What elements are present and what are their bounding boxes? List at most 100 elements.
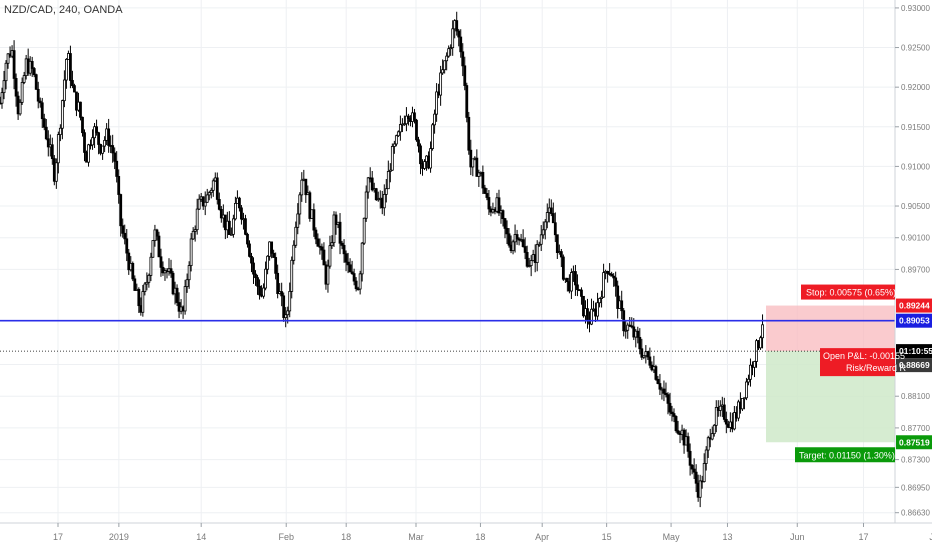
candle-body — [290, 259, 294, 292]
candle-body — [161, 266, 165, 274]
candle-body — [396, 131, 400, 137]
x-tick-label: 17 — [53, 532, 63, 542]
candle-body — [598, 298, 601, 304]
candle-body — [107, 128, 111, 146]
candle-body — [73, 85, 76, 93]
candle-body — [565, 277, 569, 283]
candle-body — [702, 463, 706, 483]
candle-body — [658, 383, 662, 390]
candle-body — [125, 238, 129, 254]
candle-body — [231, 218, 235, 235]
candle-body — [511, 241, 515, 252]
candle-body — [465, 85, 469, 118]
candle-body — [229, 233, 233, 236]
candle-body — [718, 405, 722, 411]
candle-body — [276, 272, 280, 294]
candle-body — [692, 468, 696, 473]
candle-body — [316, 238, 320, 247]
blue-line-price-label-bg — [896, 313, 932, 328]
candle-body — [145, 281, 149, 285]
candle-body — [352, 273, 356, 282]
pnl-box-bg — [820, 348, 895, 377]
candle-body — [747, 378, 750, 383]
candle-body — [69, 53, 72, 81]
candle-body — [62, 79, 66, 102]
candle-body — [384, 188, 388, 195]
candle-body — [743, 397, 746, 400]
candle-body — [157, 235, 161, 258]
candle-body — [95, 126, 98, 134]
candle-body — [610, 273, 614, 277]
candle-body — [606, 270, 610, 274]
y-tick-label: 0.91000 — [901, 162, 930, 171]
candle-body — [18, 101, 22, 115]
candle-body — [646, 351, 650, 358]
candle-body — [666, 394, 670, 404]
candle-body — [274, 257, 278, 274]
candle-body — [227, 220, 231, 235]
candle-body — [501, 210, 505, 220]
y-tick-label: 0.90500 — [901, 202, 930, 211]
candle-body — [694, 471, 698, 484]
candle-body — [475, 157, 479, 177]
candle-body — [342, 244, 346, 255]
candle-body — [256, 277, 259, 287]
candle-body — [360, 242, 364, 275]
candle-body — [346, 261, 350, 266]
candle-body — [362, 217, 366, 244]
candle-body — [334, 214, 338, 225]
candle-body — [586, 308, 589, 321]
stop-zone[interactable] — [766, 305, 895, 352]
y-tick-label: 0.87300 — [901, 456, 930, 465]
candle-body — [712, 424, 716, 435]
stop-price-label-bg — [896, 298, 932, 313]
candle-body — [155, 229, 159, 237]
candle-body — [674, 416, 678, 432]
candle-body — [443, 60, 447, 71]
candle-body — [704, 449, 708, 464]
candle-body — [626, 324, 630, 331]
y-tick-label: 0.86950 — [901, 483, 930, 492]
candle-body — [262, 287, 265, 297]
stop-text-bg — [801, 284, 895, 300]
candle-body — [549, 207, 553, 214]
candle-body — [423, 161, 426, 169]
candle-body — [60, 100, 64, 129]
candle-body — [344, 253, 348, 263]
candle-body — [296, 213, 300, 228]
candle-body — [485, 193, 489, 198]
candle-body — [555, 234, 559, 253]
candle-body — [20, 82, 24, 103]
candle-body — [467, 116, 471, 151]
y-tick-label: 0.88100 — [901, 392, 930, 401]
candle-body — [2, 80, 6, 94]
candle-body — [292, 244, 296, 261]
candle-body — [91, 137, 94, 146]
chart-title: NZD/CAD, 240, OANDA — [4, 4, 123, 16]
candle-body — [115, 160, 119, 177]
candle-body — [366, 177, 370, 193]
candle-body — [640, 348, 644, 358]
candle-body — [417, 139, 420, 147]
candle-body — [58, 127, 62, 136]
candle-body — [543, 221, 547, 231]
y-tick-label: 0.91500 — [901, 123, 930, 132]
x-tick-label: 13 — [722, 532, 732, 542]
candle-body — [714, 407, 718, 426]
candle-body — [175, 287, 179, 303]
candle-body — [149, 256, 153, 276]
candle-body — [710, 433, 714, 440]
candle-body — [103, 139, 107, 147]
candle-body — [300, 179, 304, 196]
candle-body — [219, 208, 223, 219]
candle-body — [159, 256, 163, 268]
stop-price-label: 0.89244 — [899, 301, 930, 311]
candle-body — [248, 243, 251, 257]
candle-body — [690, 464, 694, 470]
candle-body — [551, 213, 555, 224]
candle-body — [600, 296, 603, 299]
candle-body — [205, 194, 209, 203]
candle-body — [322, 249, 326, 266]
candle-body — [451, 28, 455, 49]
